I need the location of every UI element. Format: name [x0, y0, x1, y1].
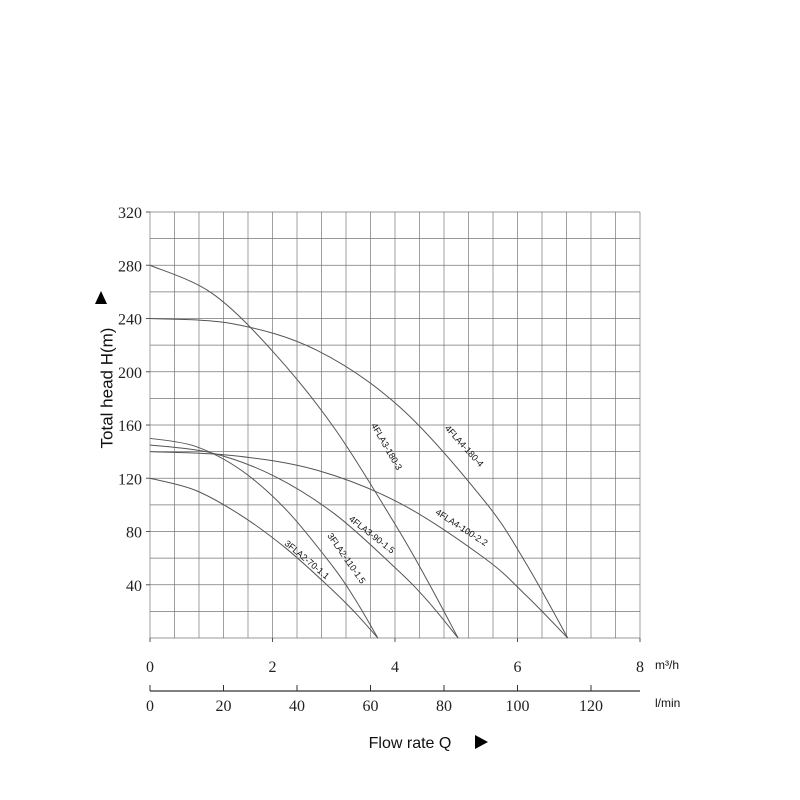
x-tick-label: 2	[269, 659, 277, 676]
y-tick-label: 40	[126, 578, 142, 595]
y-tick-label: 200	[118, 365, 142, 382]
x-tick-label: 6	[514, 659, 522, 676]
x2-tick-label: 40	[289, 698, 305, 715]
x2-tick-label: 120	[579, 698, 603, 715]
x2-tick-label: 80	[436, 698, 452, 715]
curve-label: 4FLA3-90-1.5	[347, 514, 397, 556]
pump-curve	[149, 451, 569, 639]
y-tick-label: 160	[118, 418, 142, 435]
y-tick-label: 320	[118, 205, 142, 222]
x-arrow	[475, 735, 488, 749]
curve-label: 3FLA2-70-1.1	[283, 538, 332, 581]
x-tick-label: 0	[146, 659, 154, 676]
pump-curve	[149, 318, 569, 639]
x2-tick-label: 20	[216, 698, 232, 715]
pump-curve	[149, 477, 379, 639]
curve-label: 4FLA4-180-4	[443, 423, 486, 469]
pump-curve	[149, 444, 459, 639]
x-unit: m³/h	[655, 658, 679, 672]
y-arrow	[95, 291, 107, 304]
pump-curve	[149, 437, 379, 639]
pump-curve	[149, 264, 459, 639]
x2-tick-label: 0	[146, 698, 154, 715]
y-axis-label: Total head H(m)	[97, 328, 116, 449]
y-tick-label: 280	[118, 258, 142, 275]
y-tick-label: 240	[118, 312, 142, 329]
x-axis-label: Flow rate Q	[369, 735, 452, 752]
x2-tick-label: 100	[506, 698, 530, 715]
curve-label: 4FLA3-180-3	[369, 421, 404, 472]
x2-unit: l/min	[655, 696, 680, 710]
x-tick-label: 8	[636, 659, 644, 676]
y-tick-label: 120	[118, 471, 142, 488]
x2-tick-label: 60	[363, 698, 379, 715]
y-tick-label: 80	[126, 525, 142, 542]
x-tick-label: 4	[391, 659, 399, 676]
